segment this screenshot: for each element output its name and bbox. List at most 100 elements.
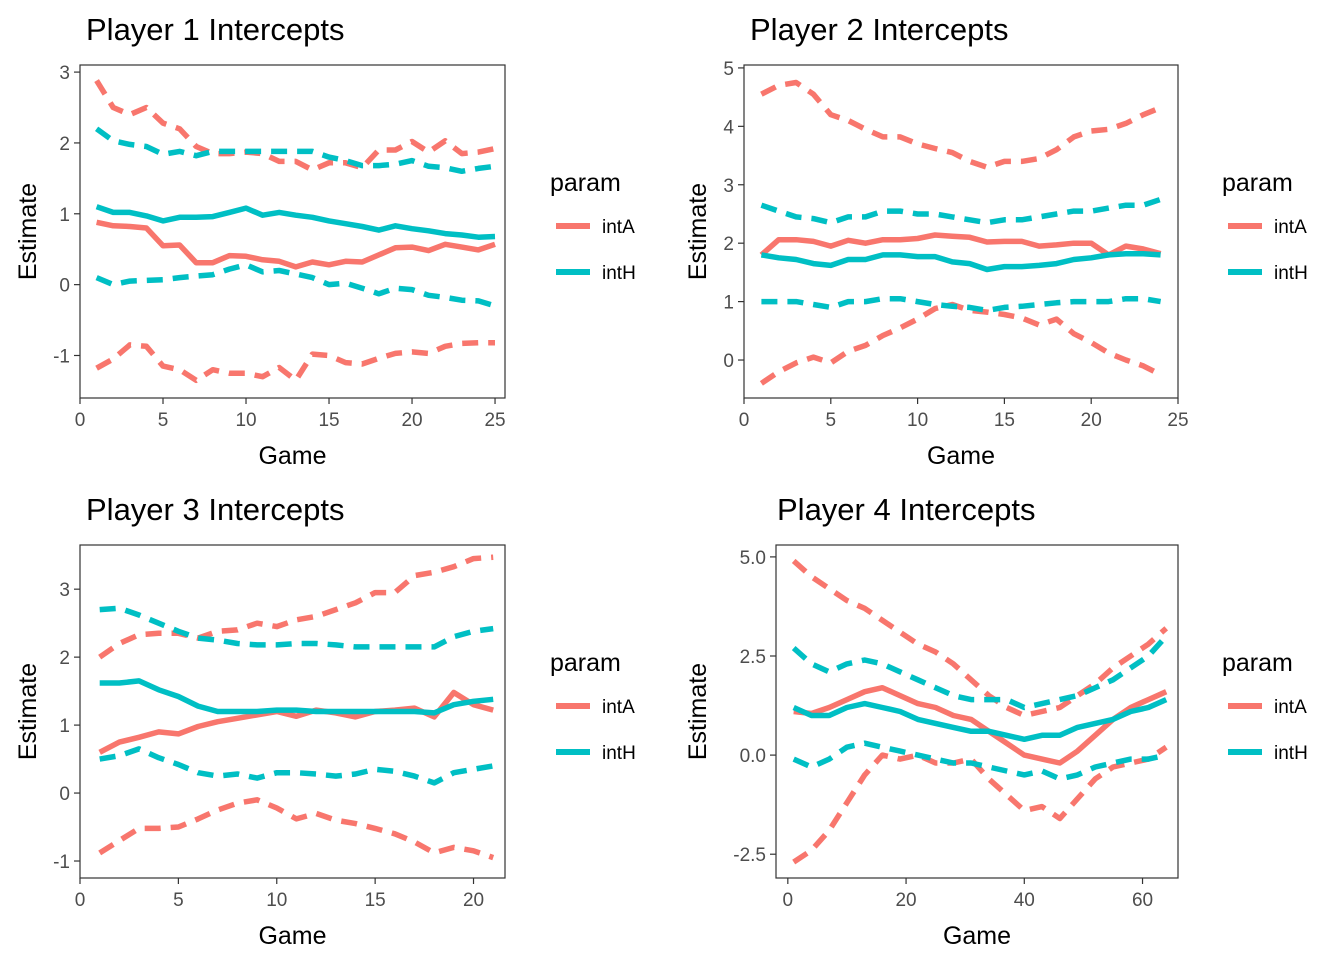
- x-tick-label: 0: [75, 890, 86, 911]
- series-line-intH: [760, 250, 1161, 273]
- y-axis-title: Estimate: [684, 183, 712, 280]
- y-tick-label: 4: [723, 117, 734, 138]
- series-line-intA-bound: [792, 744, 1168, 865]
- y-tick-label: 0: [723, 351, 734, 372]
- panel-player-1: Player 1 Intercepts 0 5 10 15 20 25 -1 0 1 2 3 Game E…: [14, 12, 636, 470]
- y-tick-label: 3: [59, 63, 70, 84]
- legend-title: param: [1222, 169, 1293, 197]
- x-axis-title: Game: [258, 922, 326, 950]
- x-tick-label: 5: [173, 890, 184, 911]
- y-tick-label: 2: [723, 234, 734, 255]
- plot-panel-border: [79, 64, 506, 399]
- chart-title: Player 1 Intercepts: [86, 12, 344, 47]
- y-tick-label: 3: [59, 580, 70, 601]
- series-line-intA-bound: [759, 301, 1162, 386]
- x-tick-label: 5: [158, 410, 169, 431]
- legend-label-intA: intA: [1274, 697, 1307, 718]
- x-tick-label: 40: [1014, 890, 1035, 911]
- x-tick-label: 15: [318, 410, 339, 431]
- y-tick-label: 1: [59, 205, 70, 226]
- series-line-intH-bound: [761, 295, 1162, 314]
- x-tick-label: 20: [895, 890, 916, 911]
- legend-title: param: [550, 169, 621, 197]
- series-line-intA: [98, 689, 494, 755]
- y-tick-label: 3: [723, 176, 734, 197]
- series-line-intA: [759, 232, 1162, 258]
- x-tick-label: 15: [994, 410, 1015, 431]
- plot-panel-border: [775, 544, 1179, 879]
- series-line-intA-bound: [791, 558, 1169, 719]
- plot-panel-border: [79, 544, 506, 879]
- y-axis-title: Estimate: [684, 663, 712, 760]
- series-line-intA: [96, 219, 496, 270]
- legend-label-intA: intA: [602, 217, 635, 238]
- panel-player-4: Player 4 Intercepts 0 20 40 60 -2.5 0.0 2.5 5.0 G…: [684, 492, 1308, 950]
- series-line-intA-bound: [760, 79, 1162, 170]
- x-tick-label: 10: [266, 890, 287, 911]
- series-line-intH: [95, 204, 496, 240]
- legend-label-intH: intH: [1274, 263, 1308, 284]
- x-tick-label: 25: [1167, 410, 1188, 431]
- chart-title: Player 3 Intercepts: [86, 492, 344, 527]
- series-line-intA: [793, 684, 1168, 766]
- series-line-intA-bound: [95, 339, 495, 384]
- x-tick-label: 0: [75, 410, 86, 431]
- series-line-intH: [792, 697, 1168, 743]
- y-tick-label: 0: [59, 276, 70, 297]
- y-tick-label: 2: [59, 134, 70, 155]
- x-tick-label: 60: [1132, 890, 1153, 911]
- series-group: [98, 554, 495, 861]
- legend-label-intA: intA: [1274, 217, 1307, 238]
- x-tick-label: 20: [1081, 410, 1102, 431]
- x-tick-label: 0: [783, 890, 794, 911]
- y-tick-label: 2.5: [740, 647, 766, 668]
- y-tick-label: 5.0: [740, 548, 766, 569]
- series-group: [791, 558, 1169, 865]
- x-tick-label: 20: [401, 410, 422, 431]
- x-axis-title: Game: [943, 922, 1011, 950]
- x-tick-label: 10: [907, 410, 928, 431]
- x-axis-title: Game: [258, 442, 326, 470]
- series-group: [759, 79, 1162, 386]
- legend-title: param: [550, 649, 621, 677]
- legend-title: param: [1222, 649, 1293, 677]
- series-group: [94, 79, 496, 384]
- series-line-intH-bound: [95, 262, 496, 309]
- chart-title: Player 4 Intercepts: [777, 492, 1035, 527]
- y-tick-label: 0: [59, 784, 70, 805]
- panel-player-2: Player 2 Intercepts 0 5 10 15 20 25 0 1 2 3 4 5 Game E…: [684, 12, 1308, 470]
- series-line-intA-bound: [98, 554, 494, 660]
- plot-panel-border: [743, 64, 1179, 399]
- legend-label-intH: intH: [1274, 743, 1308, 764]
- series-line-intH-bound: [94, 126, 496, 175]
- x-tick-label: 5: [826, 410, 837, 431]
- y-tick-label: 1: [723, 293, 734, 314]
- series-line-intH-bound: [99, 746, 494, 786]
- x-tick-label: 25: [484, 410, 505, 431]
- legend: param intA intH: [1222, 169, 1308, 284]
- legend-label-intH: intH: [602, 743, 636, 764]
- x-tick-label: 20: [463, 890, 484, 911]
- series-line-intH-bound: [760, 196, 1162, 226]
- series-line-intH-bound: [792, 740, 1167, 782]
- series-line-intA-bound: [94, 79, 496, 173]
- legend: param intA intH: [1222, 649, 1308, 764]
- y-tick-label: 5: [723, 59, 734, 80]
- series-line-intA-bound: [98, 797, 495, 861]
- x-tick-label: 10: [235, 410, 256, 431]
- y-tick-label: -1: [53, 346, 70, 367]
- y-tick-label: 0.0: [740, 746, 766, 767]
- legend: param intA intH: [550, 649, 636, 764]
- y-tick-label: -2.5: [733, 845, 766, 866]
- legend-label-intA: intA: [602, 697, 635, 718]
- y-tick-label: 1: [59, 716, 70, 737]
- x-axis-title: Game: [927, 442, 995, 470]
- y-axis-title: Estimate: [14, 663, 42, 760]
- x-tick-label: 15: [365, 890, 386, 911]
- y-axis-title: Estimate: [14, 183, 42, 280]
- x-tick-label: 0: [739, 410, 750, 431]
- chart-title: Player 2 Intercepts: [750, 12, 1008, 47]
- series-line-intH-bound: [99, 605, 494, 650]
